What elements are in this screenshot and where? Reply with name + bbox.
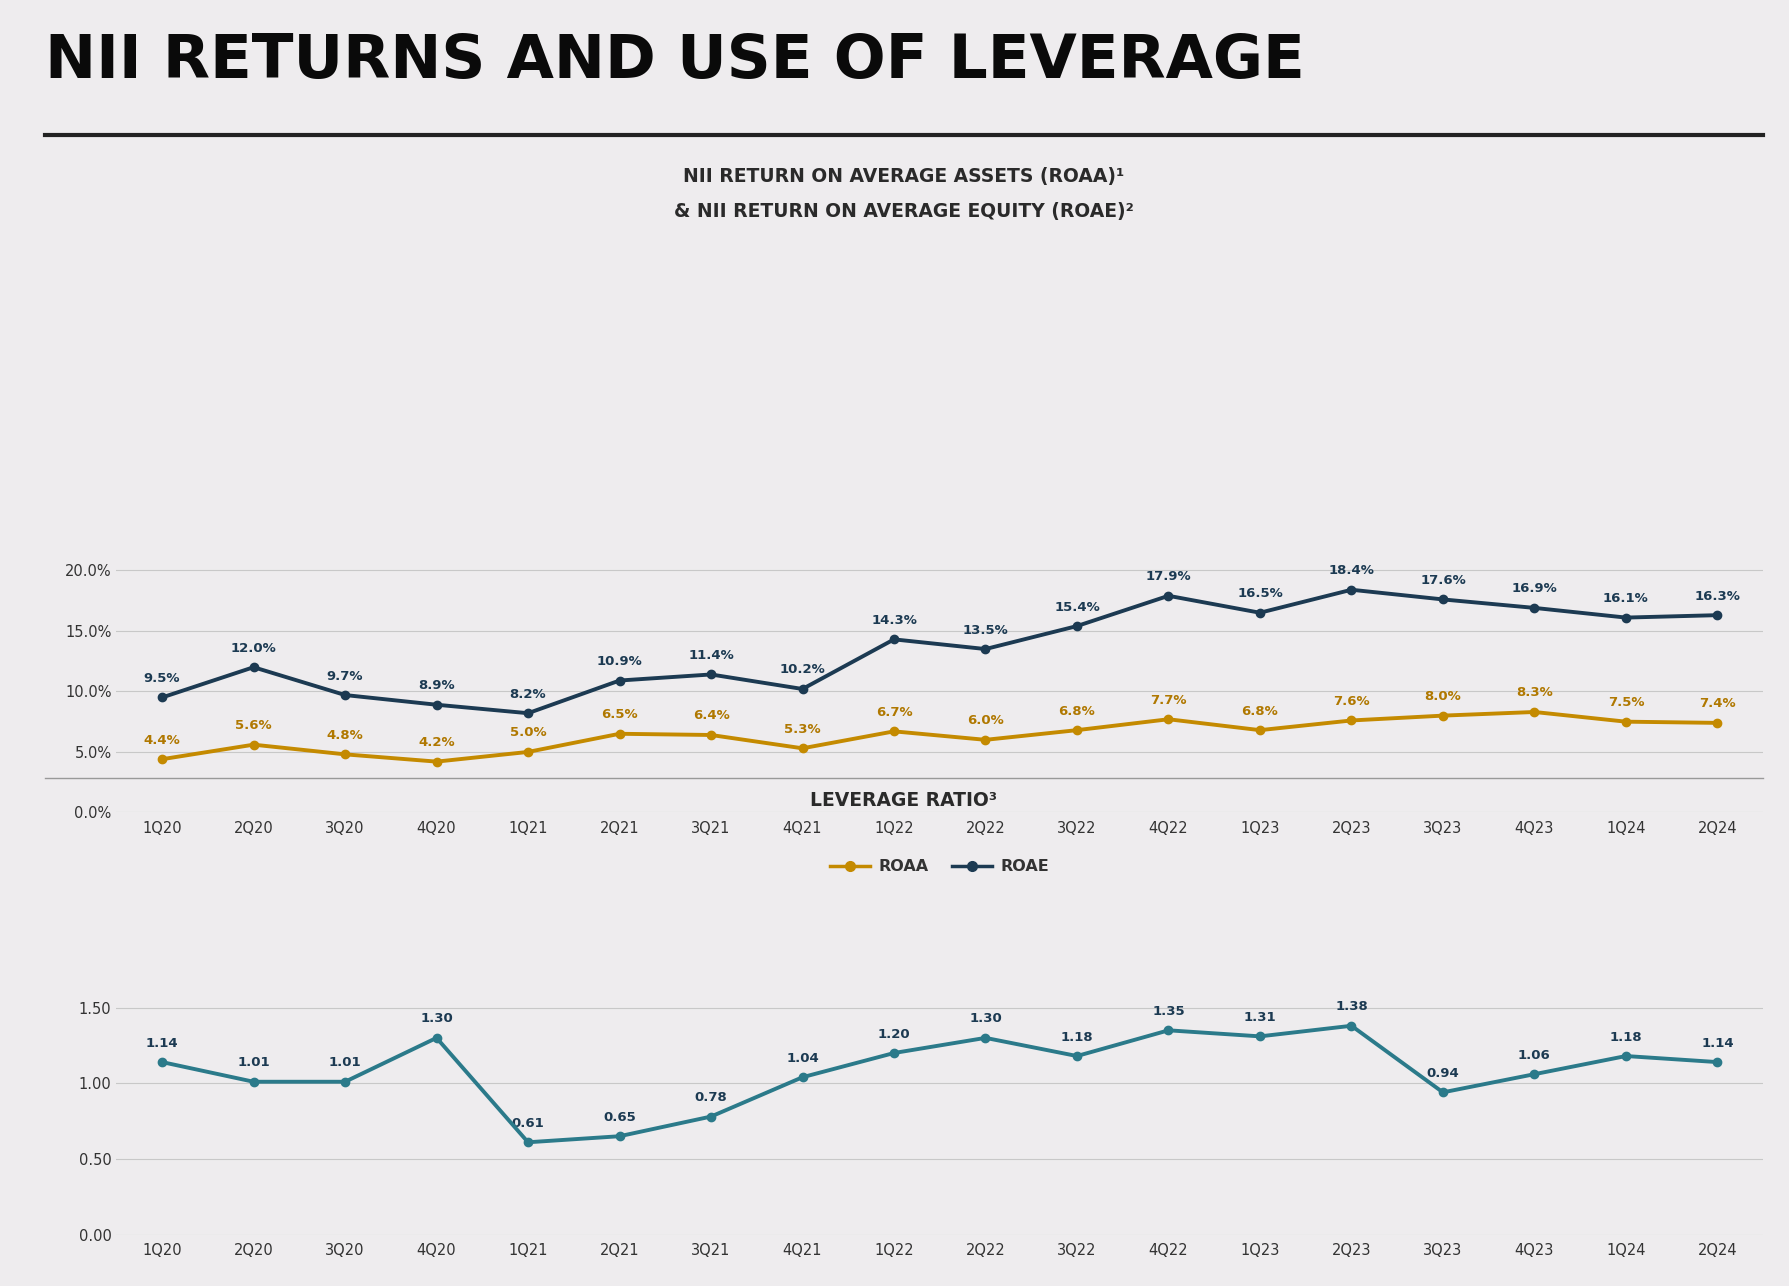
Text: & NII RETURN ON AVERAGE EQUITY (ROAE)²: & NII RETURN ON AVERAGE EQUITY (ROAE)² [674, 202, 1132, 221]
Text: 7.5%: 7.5% [1607, 696, 1644, 709]
Text: 17.6%: 17.6% [1419, 574, 1465, 586]
Text: 17.9%: 17.9% [1145, 570, 1191, 584]
Text: 1.38: 1.38 [1335, 1001, 1367, 1013]
Text: 8.0%: 8.0% [1424, 691, 1460, 703]
Text: 6.0%: 6.0% [966, 714, 1004, 728]
Text: 8.2%: 8.2% [510, 688, 546, 701]
Text: 4.2%: 4.2% [419, 736, 454, 750]
Text: 1.20: 1.20 [877, 1028, 911, 1040]
Text: 1.01: 1.01 [329, 1056, 361, 1069]
Text: 1.14: 1.14 [1700, 1037, 1734, 1049]
Text: 9.5%: 9.5% [143, 673, 181, 685]
Text: 16.3%: 16.3% [1694, 590, 1739, 603]
Text: 1.04: 1.04 [785, 1052, 818, 1065]
Text: 16.9%: 16.9% [1510, 583, 1556, 595]
Text: 4.8%: 4.8% [327, 729, 363, 742]
Text: 0.65: 0.65 [603, 1111, 635, 1124]
Text: 1.18: 1.18 [1061, 1030, 1093, 1043]
Text: 7.6%: 7.6% [1333, 694, 1369, 709]
Text: 7.7%: 7.7% [1150, 693, 1186, 707]
Text: 10.9%: 10.9% [596, 655, 642, 667]
Text: 1.30: 1.30 [968, 1012, 1002, 1025]
Text: 8.3%: 8.3% [1515, 687, 1551, 700]
Text: 6.5%: 6.5% [601, 709, 637, 721]
Text: 1.18: 1.18 [1608, 1030, 1641, 1043]
Text: 6.7%: 6.7% [875, 706, 912, 719]
Text: 9.7%: 9.7% [327, 670, 363, 683]
Text: 5.0%: 5.0% [510, 727, 546, 739]
Text: 4.4%: 4.4% [143, 734, 181, 747]
Text: 16.1%: 16.1% [1603, 592, 1648, 606]
Text: 15.4%: 15.4% [1054, 601, 1098, 613]
Text: 5.3%: 5.3% [784, 723, 821, 736]
Text: 6.4%: 6.4% [692, 710, 728, 723]
Text: LEVERAGE RATIO³: LEVERAGE RATIO³ [810, 791, 996, 810]
Text: NII RETURN ON AVERAGE ASSETS (ROAA)¹: NII RETURN ON AVERAGE ASSETS (ROAA)¹ [683, 167, 1123, 186]
Text: 18.4%: 18.4% [1327, 565, 1374, 577]
Legend: ROAA, ROAE: ROAA, ROAE [823, 853, 1056, 881]
Text: 0.78: 0.78 [694, 1091, 726, 1105]
Text: 6.8%: 6.8% [1242, 705, 1277, 718]
Text: 10.2%: 10.2% [780, 664, 825, 676]
Text: 7.4%: 7.4% [1698, 697, 1735, 710]
Text: 13.5%: 13.5% [962, 624, 1007, 637]
Text: 1.14: 1.14 [145, 1037, 179, 1049]
Text: 12.0%: 12.0% [231, 642, 276, 655]
Text: 5.6%: 5.6% [234, 719, 272, 732]
Text: 8.9%: 8.9% [419, 679, 454, 692]
Text: NII RETURNS AND USE OF LEVERAGE: NII RETURNS AND USE OF LEVERAGE [45, 32, 1304, 91]
Text: 1.35: 1.35 [1152, 1004, 1184, 1017]
Text: 1.30: 1.30 [420, 1012, 453, 1025]
Text: 1.31: 1.31 [1243, 1011, 1276, 1024]
Text: 1.06: 1.06 [1517, 1048, 1549, 1062]
Text: 0.94: 0.94 [1426, 1067, 1458, 1080]
Text: 11.4%: 11.4% [687, 649, 733, 662]
Text: 6.8%: 6.8% [1057, 705, 1095, 718]
Text: 14.3%: 14.3% [871, 613, 916, 626]
Text: 0.61: 0.61 [512, 1116, 544, 1130]
Text: 1.01: 1.01 [238, 1056, 270, 1069]
Text: 16.5%: 16.5% [1236, 588, 1283, 601]
